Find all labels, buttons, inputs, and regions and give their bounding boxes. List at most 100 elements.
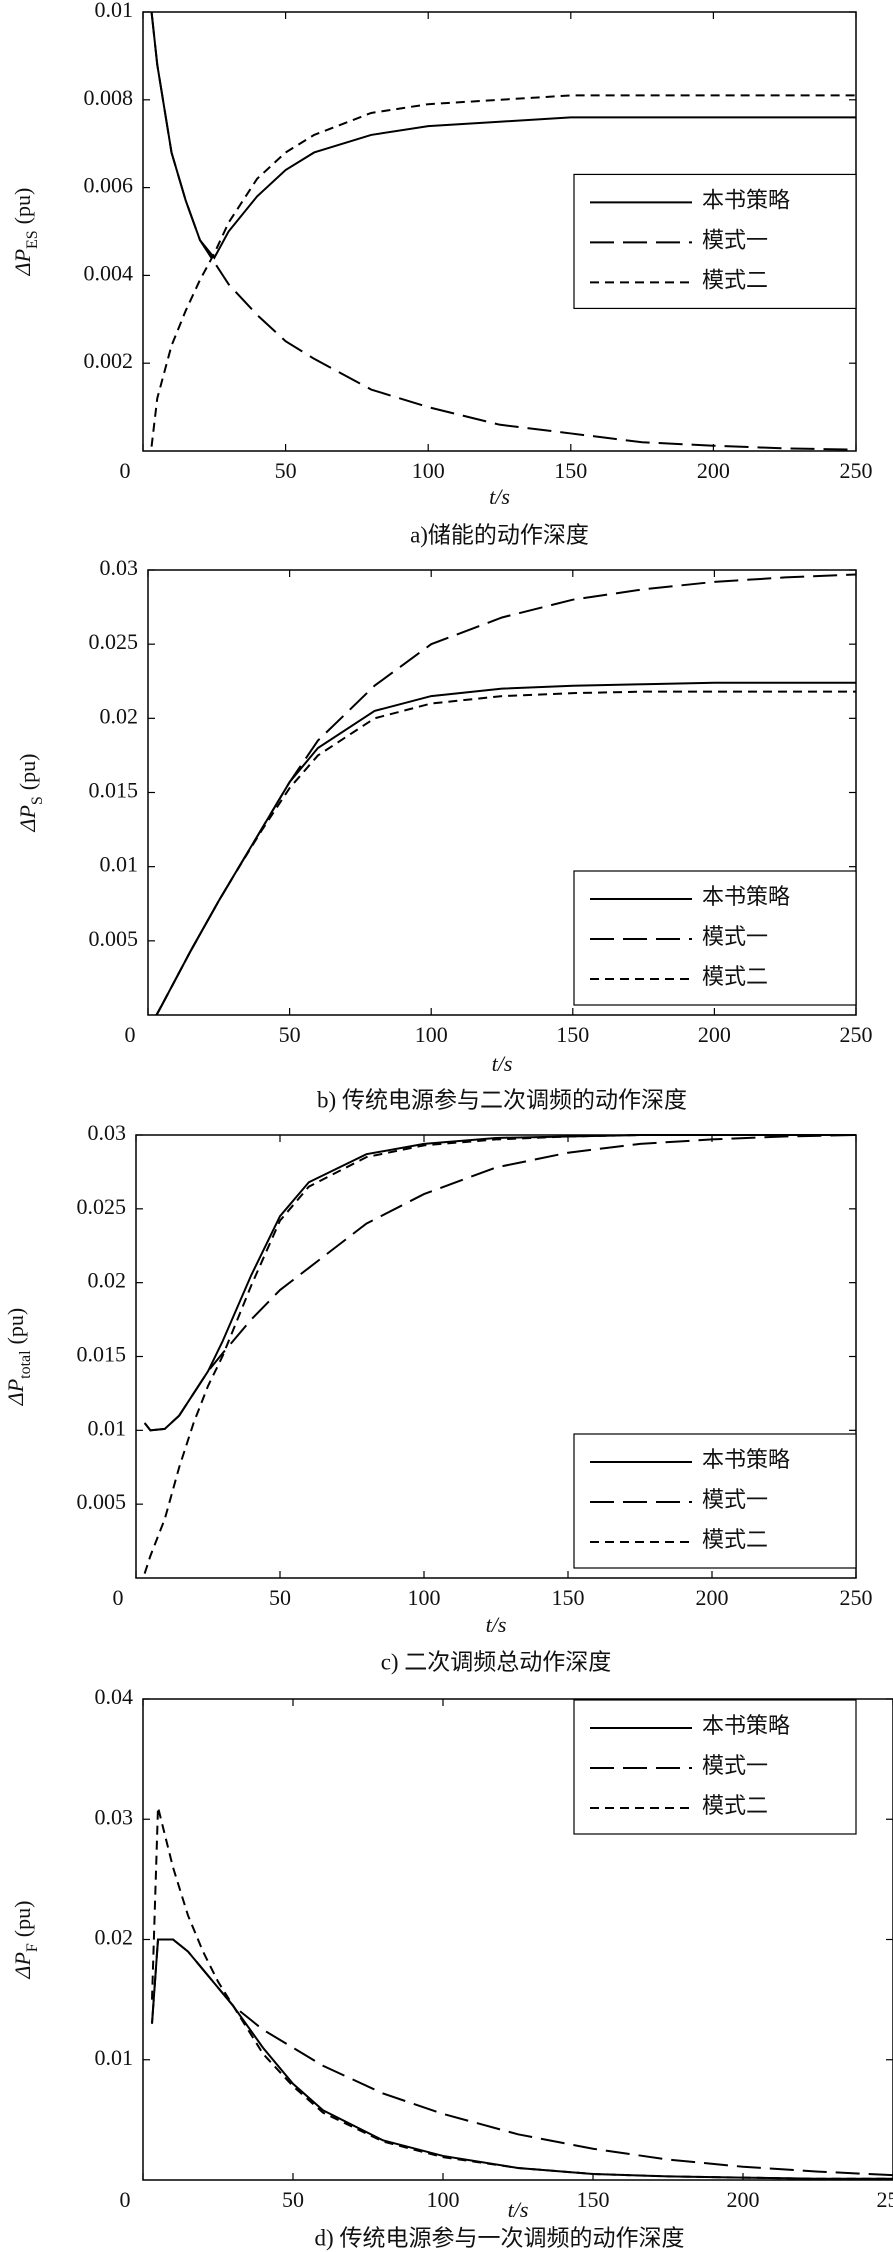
series-line [143,1134,857,1432]
y-tick-label: 0.025 [89,629,139,654]
y-axis-label-sub: ES [24,230,41,249]
y-axis-label-main: ΔP [10,249,35,276]
x-tick-label: 150 [556,1022,589,1047]
series-line [150,11,857,451]
y-tick-label: 0.015 [89,778,139,803]
legend-label: 模式二 [702,1793,768,1818]
legend-label: 模式二 [702,267,768,292]
legend-label: 本书策略 [702,1713,790,1738]
x-tick-label: 150 [554,458,587,483]
series-line [150,94,856,447]
y-axis-label-unit: (pu) [15,754,40,791]
y-axis-label-unit: (pu) [10,1901,35,1938]
y-axis-label-main: ΔP [10,1952,35,1979]
x-tick-label: 200 [697,458,730,483]
x-tick-label: 250 [877,2187,893,2212]
x-tick-label: 50 [275,458,297,483]
x-tick-label: 50 [282,2187,304,2212]
legend-label: 模式二 [702,1527,768,1552]
chart-title: c) 二次调频总动作深度 [381,1649,612,1674]
legend-box [573,1699,857,1835]
y-tick-label: 0.03 [88,1120,127,1145]
y-tick-label: 0.006 [84,173,134,198]
y-tick-label: 0.03 [95,1804,134,1829]
chart: 0.002 0.004 0.006 0.008 0.01 0 50 100 150 200 250 t… [10,0,872,547]
x-tick-label: 150 [552,1585,585,1610]
legend-label: 模式一 [702,1487,768,1512]
legend-label: 本书策略 [702,1447,790,1472]
series-line [151,1806,893,2180]
y-axis-label: ΔPES (pu) [10,188,41,277]
x-axis-label: t/s [508,2197,529,2222]
y-tick-label: 0.005 [77,1489,127,1514]
x-tick-label: 100 [427,2187,460,2212]
x-tick-label: 0 [113,1585,124,1610]
y-tick-label: 0.025 [77,1194,127,1219]
legend-box [573,870,857,1006]
x-tick-label: 100 [408,1585,441,1610]
x-tick-label: 0 [120,458,131,483]
series-line [155,690,856,1016]
y-tick-label: 0.02 [88,1268,127,1293]
y-tick-label: 0.01 [95,2045,134,2070]
chart: 0.005 0.01 0.015 0.02 0.025 0.03 0 50 100 150 200 2… [15,555,872,1112]
y-axis-label-sub: F [24,1943,41,1952]
chart-title: a)储能的动作深度 [410,522,589,547]
x-tick-label: 200 [698,1022,731,1047]
legend-box [573,173,857,310]
y-tick-label: 0.015 [77,1342,127,1367]
y-tick-label: 0.004 [84,260,134,285]
legend-label: 模式二 [702,964,768,989]
legend-label: 模式一 [702,1753,768,1778]
y-tick-label: 0.002 [84,348,134,373]
y-axis-label: ΔPS (pu) [15,754,46,833]
x-tick-label: 250 [840,1022,873,1047]
y-axis-label-unit: (pu) [3,1308,28,1345]
chart: 0.005 0.01 0.015 0.02 0.025 0.03 0 50 100 150 200 2… [3,1120,872,1674]
y-tick-label: 0.01 [88,1415,127,1440]
y-tick-label: 0.01 [100,852,139,877]
x-tick-label: 100 [415,1022,448,1047]
series-line [143,1134,856,1432]
y-tick-label: 0.02 [100,703,139,728]
x-axis-label: t/s [489,484,510,509]
legend-label: 模式一 [702,924,768,949]
x-tick-label: 150 [577,2187,610,2212]
y-tick-label: 0.008 [84,85,134,110]
y-tick-label: 0.01 [95,0,134,22]
y-axis-label: ΔPtotal (pu) [3,1308,34,1406]
x-tick-label: 250 [840,1585,873,1610]
legend-label: 本书策略 [702,884,790,909]
x-tick-label: 200 [696,1585,729,1610]
chart-title: d) 传统电源参与一次调频的动作深度 [315,2225,685,2250]
legend-box [573,1433,857,1569]
y-tick-label: 0.03 [100,555,139,580]
y-tick-label: 0.005 [89,926,139,951]
y-tick-label: 0.04 [95,1684,134,1709]
chart-title: b) 传统电源参与二次调频的动作深度 [317,1087,687,1112]
y-axis-label-main: ΔP [3,1379,28,1406]
series-line [151,1938,893,2180]
y-axis-label-sub: total [17,1350,34,1379]
x-axis-label: t/s [492,1051,513,1076]
x-tick-label: 0 [125,1022,136,1047]
x-tick-label: 200 [727,2187,760,2212]
x-tick-label: 0 [120,2187,131,2212]
legend-label: 本书策略 [702,187,790,212]
y-axis-label-sub: S [29,796,46,805]
chart: 0.01 0.02 0.03 0.04 0 50 100 150 200 250 t/s ΔPF (pu… [10,1684,893,2250]
x-tick-label: 50 [279,1022,301,1047]
y-tick-label: 0.02 [95,1925,134,1950]
legend-label: 模式一 [702,227,768,252]
x-tick-label: 50 [269,1585,291,1610]
series-line [151,1938,893,2177]
y-axis-label-main: ΔP [15,805,40,832]
x-axis-label: t/s [486,1612,507,1637]
y-axis-label: ΔPF (pu) [10,1901,41,1980]
